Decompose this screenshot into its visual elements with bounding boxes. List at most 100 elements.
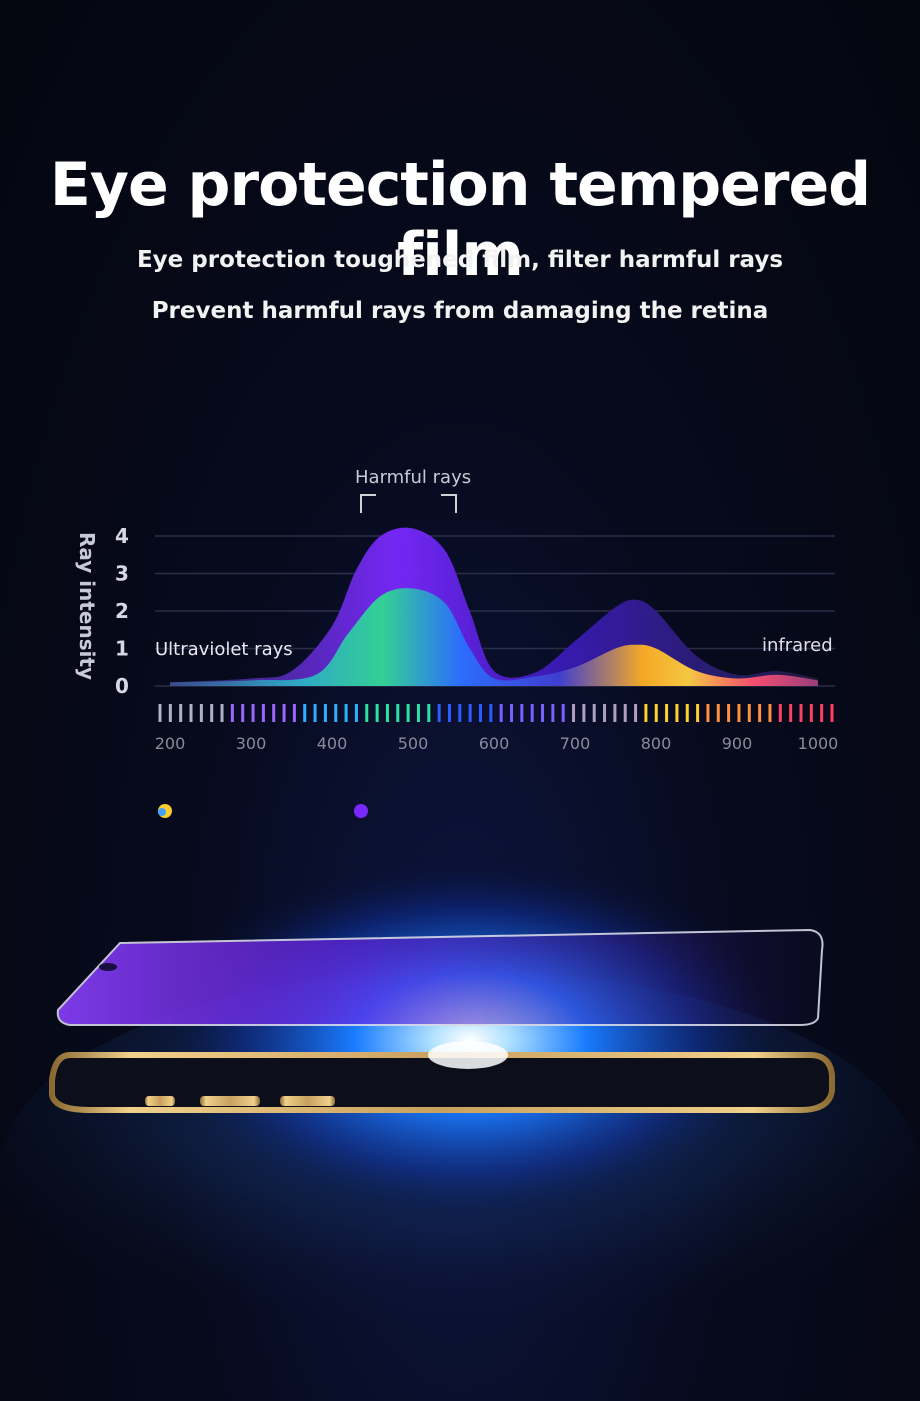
ray-intensity-chart: 4 3 2 1 0 200 300 400 500 600 700 800 900 1000 Ray i… xyxy=(75,467,839,818)
x-tick-label: 200 xyxy=(155,734,186,753)
harmful-rays-bracket-left xyxy=(360,494,376,513)
page-title: Eye protection tempered film xyxy=(49,150,871,290)
spectrum-tick xyxy=(737,704,741,722)
infrared-annotation: infrared xyxy=(762,635,833,656)
y-tick-label: 1 xyxy=(115,637,129,661)
spectrum-tick xyxy=(261,704,265,722)
spectrum-tick xyxy=(499,704,503,722)
spectrum-tick xyxy=(634,704,638,722)
spectrum-tick xyxy=(241,704,245,722)
spectrum-tick xyxy=(199,704,203,722)
spectrum-tick xyxy=(179,704,183,722)
spectrum-tick xyxy=(396,704,400,722)
center-flare xyxy=(428,1041,508,1069)
spectrum-tick xyxy=(427,704,431,722)
spectrum-tick xyxy=(830,704,834,722)
spectrum-tick xyxy=(189,704,193,722)
spectrum-tick xyxy=(696,704,700,722)
light-burst xyxy=(140,850,800,1230)
spectrum-tick xyxy=(561,704,565,722)
spectrum-tick xyxy=(592,704,596,722)
full-spectrum-dot-left xyxy=(158,808,166,816)
y-tick-label: 4 xyxy=(115,524,129,548)
spectrum-tick xyxy=(541,704,545,722)
spectrum-tick xyxy=(716,704,720,722)
spectrum-tick xyxy=(809,704,813,722)
spectrum-tick xyxy=(406,704,410,722)
spectrum-tick xyxy=(210,704,214,722)
x-tick-label: 700 xyxy=(560,734,591,753)
spectrum-tick xyxy=(437,704,441,722)
phone-button-3 xyxy=(280,1096,335,1106)
spectrum-tick xyxy=(282,704,286,722)
spectrum-tick xyxy=(478,704,482,722)
spectrum-tick xyxy=(510,704,514,722)
y-axis-label: Ray intensity xyxy=(75,532,99,680)
spectrum-tick xyxy=(220,704,224,722)
spectrum-tick xyxy=(747,704,751,722)
spectrum-tick xyxy=(530,704,534,722)
spectrum-tick xyxy=(416,704,420,722)
y-tick-label: 2 xyxy=(115,599,129,623)
spectrum-tick xyxy=(385,704,389,722)
spectrum-bar xyxy=(158,704,834,722)
ultraviolet-annotation: Ultraviolet rays xyxy=(155,639,293,660)
x-tick-label: 900 xyxy=(722,734,753,753)
subtitle-filter: Eye protection toughened film, filter ha… xyxy=(136,247,784,273)
spectrum-tick xyxy=(344,704,348,722)
spectrum-tick xyxy=(654,704,658,722)
spectrum-tick xyxy=(272,704,276,722)
spectrum-tick xyxy=(447,704,451,722)
phone-button-1 xyxy=(145,1096,175,1106)
spectrum-tick xyxy=(303,704,307,722)
spectrum-tick xyxy=(644,704,648,722)
grid-lines xyxy=(155,535,835,687)
y-axis-ticks: 4 3 2 1 0 xyxy=(115,524,129,698)
spectrum-tick xyxy=(768,704,772,722)
phone-illustration xyxy=(0,850,920,1370)
y-tick-label: 0 xyxy=(115,674,129,698)
spectrum-tick xyxy=(323,704,327,722)
spectrum-tick xyxy=(251,704,255,722)
spectrum-tick xyxy=(334,704,338,722)
spectrum-tick xyxy=(458,704,462,722)
spectrum-tick xyxy=(758,704,762,722)
spectrum-tick xyxy=(520,704,524,722)
x-tick-label: 500 xyxy=(398,734,429,753)
harmful-rays-annotation: Harmful rays xyxy=(355,467,471,488)
spectrum-tick xyxy=(623,704,627,722)
protective-film xyxy=(56,928,824,1026)
spectrum-tick xyxy=(685,704,689,722)
harmful-rays-bracket-right xyxy=(441,494,457,513)
spectrum-tick xyxy=(706,704,710,722)
x-tick-label: 300 xyxy=(236,734,267,753)
spectrum-tick xyxy=(582,704,586,722)
spectrum-tick xyxy=(675,704,679,722)
x-axis-ticks: 200 300 400 500 600 700 800 900 1000 xyxy=(155,734,839,753)
spectrum-tick xyxy=(375,704,379,722)
spectrum-tick xyxy=(292,704,296,722)
spectrum-tick xyxy=(468,704,472,722)
spectrum-tick xyxy=(354,704,358,722)
spectrum-tick xyxy=(551,704,555,722)
spectrum-tick xyxy=(789,704,793,722)
y-tick-label: 3 xyxy=(115,562,129,586)
x-tick-label: 800 xyxy=(641,734,672,753)
spectrum-tick xyxy=(613,704,617,722)
spectrum-tick xyxy=(665,704,669,722)
spectrum-tick xyxy=(313,704,317,722)
spectrum-tick xyxy=(799,704,803,722)
subtitle-retina: Prevent harmful rays from damaging the r… xyxy=(151,298,769,324)
spectrum-tick xyxy=(778,704,782,722)
x-tick-label: 1000 xyxy=(798,734,839,753)
spectrum-tick xyxy=(572,704,576,722)
spectrum-tick xyxy=(489,704,493,722)
spectrum-tick xyxy=(820,704,824,722)
spectrum-tick xyxy=(727,704,731,722)
spectrum-tick xyxy=(230,704,234,722)
film-notch xyxy=(99,963,117,971)
x-tick-label: 400 xyxy=(317,734,348,753)
spectrum-tick xyxy=(603,704,607,722)
filtered-ray-curve xyxy=(170,588,818,686)
spectrum-tick xyxy=(365,704,369,722)
